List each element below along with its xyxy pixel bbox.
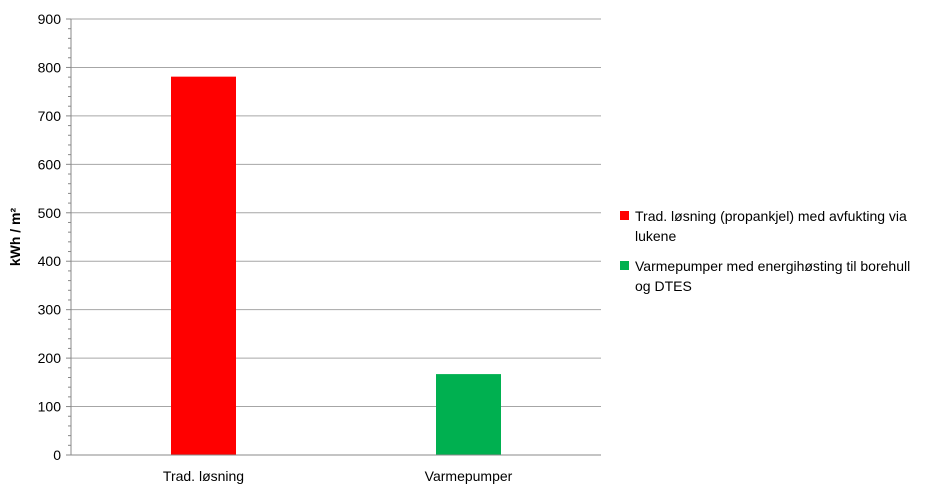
legend-swatch-green [620, 261, 629, 270]
bar-trad [171, 76, 236, 455]
legend-label: Trad. løsning (propankjel) med avfukting… [635, 208, 907, 244]
y-tick-label: 200 [38, 350, 62, 366]
legend: Trad. løsning (propankjel) med avfukting… [620, 206, 920, 306]
y-tick-label: 700 [38, 108, 62, 124]
y-axis-ticks: 0 100 200 300 400 500 600 700 800 900 [38, 11, 71, 463]
y-tick-label: 300 [38, 302, 62, 318]
legend-item-trad: Trad. løsning (propankjel) med avfukting… [620, 206, 920, 246]
legend-label: Varmepumper med energihøsting til borehu… [635, 258, 911, 294]
y-tick-label: 600 [38, 156, 62, 172]
x-tick-label: Trad. løsning [163, 468, 244, 484]
y-tick-label: 400 [38, 253, 62, 269]
gridlines [71, 18, 601, 408]
y-tick-label: 900 [38, 11, 62, 27]
y-tick-label: 500 [38, 205, 62, 221]
x-axis-labels: Trad. løsning Varmepumper [163, 468, 513, 484]
legend-item-varmepumper: Varmepumper med energihøsting til borehu… [620, 256, 920, 296]
y-tick-label: 0 [53, 447, 61, 463]
y-tick-label: 800 [38, 59, 62, 75]
bars [171, 76, 501, 455]
bar-varmepumper [436, 374, 501, 455]
x-tick-label: Varmepumper [425, 468, 513, 484]
legend-swatch-red [620, 211, 629, 220]
y-axis-title: kWh / m² [7, 208, 23, 267]
y-tick-label: 100 [38, 399, 62, 415]
